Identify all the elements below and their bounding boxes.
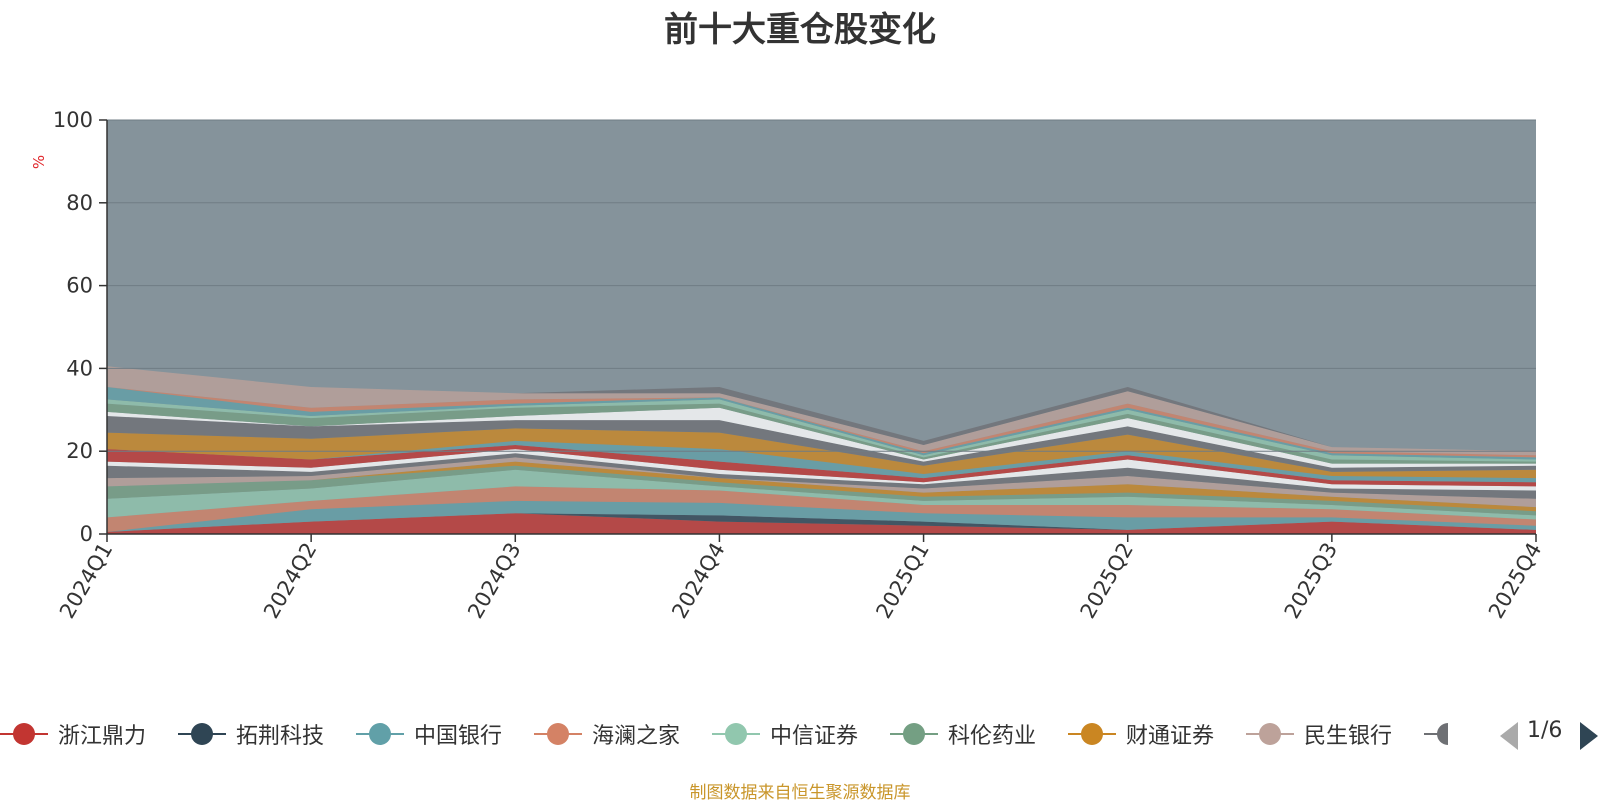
x-tick-label: 2024Q1 — [55, 539, 117, 623]
legend-label: 财通证券 — [1126, 724, 1215, 749]
legend-item[interactable]: 拓荆科技 — [178, 712, 324, 756]
area-series-6 — [107, 465, 1536, 516]
legend: 浙江鼎力 拓荆科技 中国银行 海澜之家 中信证券 科伦药业 财通证券 民生银行 7 1/6 — [0, 712, 1600, 756]
legend-marker-icon — [0, 722, 48, 746]
legend-label: 科伦药业 — [948, 724, 1037, 749]
legend-label: 浙江鼎力 — [58, 724, 147, 749]
legend-item[interactable]: 7 — [1424, 712, 1448, 756]
legend-marker-icon — [1424, 722, 1448, 746]
area-series-5 — [107, 469, 1536, 520]
legend-label: 民生银行 — [1304, 724, 1393, 749]
x-tick-label: 2024Q3 — [463, 539, 525, 623]
area-series-17 — [107, 399, 1536, 462]
area-series-10 — [107, 449, 1536, 491]
legend-label: 中国银行 — [414, 724, 503, 749]
legend-marker-icon — [178, 722, 226, 746]
legend-marker-icon — [890, 722, 938, 746]
area-series-13 — [107, 428, 1536, 479]
area-series-15 — [107, 407, 1536, 468]
chart-title: 前十大重仓股变化 — [664, 10, 936, 50]
legend-label: 拓荆科技 — [236, 724, 325, 749]
x-tick-label: 2024Q2 — [259, 539, 321, 623]
x-tick-label: 2025Q1 — [871, 539, 933, 623]
legend-item[interactable]: 浙江鼎力 — [0, 712, 146, 756]
legend-next-page-icon[interactable] — [1580, 722, 1598, 750]
x-tick-label: 2024Q4 — [667, 539, 729, 623]
area-series-12 — [107, 440, 1536, 483]
x-tick-label: 2025Q2 — [1076, 539, 1138, 623]
x-tick-label: 2025Q4 — [1484, 539, 1546, 623]
area-series-4 — [107, 486, 1536, 532]
area-series-9 — [107, 453, 1536, 499]
data-source-note: 制图数据来自恒生聚源数据库 — [689, 783, 911, 803]
legend-label: 海澜之家 — [592, 724, 681, 749]
x-tick-label: 2025Q3 — [1280, 539, 1342, 623]
legend-marker-icon — [1068, 722, 1116, 746]
y-tick-label: 80 — [66, 191, 93, 215]
area-series-7 — [107, 461, 1536, 512]
legend-label: 中信证券 — [770, 724, 859, 749]
y-tick-label: 0 — [80, 522, 93, 546]
area-series-11 — [107, 445, 1536, 487]
legend-item[interactable]: 科伦药业 — [890, 712, 1036, 756]
stacked-area-chart: 0 20 40 60 80 100 2024Q1 2024Q2 2024Q3 2024Q4 2025… — [30, 108, 1546, 623]
legend-prev-page-icon[interactable] — [1500, 722, 1518, 750]
grid-lines — [107, 119, 1536, 452]
legend-marker-icon — [356, 722, 404, 746]
legend-viewport: 浙江鼎力 拓荆科技 中国银行 海澜之家 中信证券 科伦药业 财通证券 民生银行 7 — [0, 712, 1448, 756]
legend-item[interactable]: 海澜之家 — [534, 712, 680, 756]
area-series-16 — [107, 403, 1536, 464]
area-series-2 — [107, 513, 1536, 532]
area-series-1 — [107, 513, 1536, 534]
legend-marker-icon — [712, 722, 760, 746]
area-series-group — [107, 120, 1536, 534]
y-tick-label: 20 — [66, 439, 93, 463]
y-tick-label: 60 — [66, 274, 93, 298]
y-axis-unit-label: % — [30, 155, 48, 169]
legend-item[interactable]: 财通证券 — [1068, 712, 1214, 756]
legend-item[interactable]: 民生银行 — [1246, 712, 1392, 756]
legend-marker-icon — [1246, 722, 1294, 746]
y-tick-label: 40 — [66, 356, 93, 380]
legend-item[interactable]: 中国银行 — [356, 712, 502, 756]
legend-marker-icon — [534, 722, 582, 746]
legend-item[interactable]: 中信证券 — [712, 712, 858, 756]
area-series-14 — [107, 416, 1536, 472]
legend-page-indicator: 1/6 — [1527, 718, 1563, 743]
y-tick-label: 100 — [53, 108, 93, 132]
area-series-19 — [107, 387, 1536, 458]
area-series-3 — [107, 500, 1536, 532]
